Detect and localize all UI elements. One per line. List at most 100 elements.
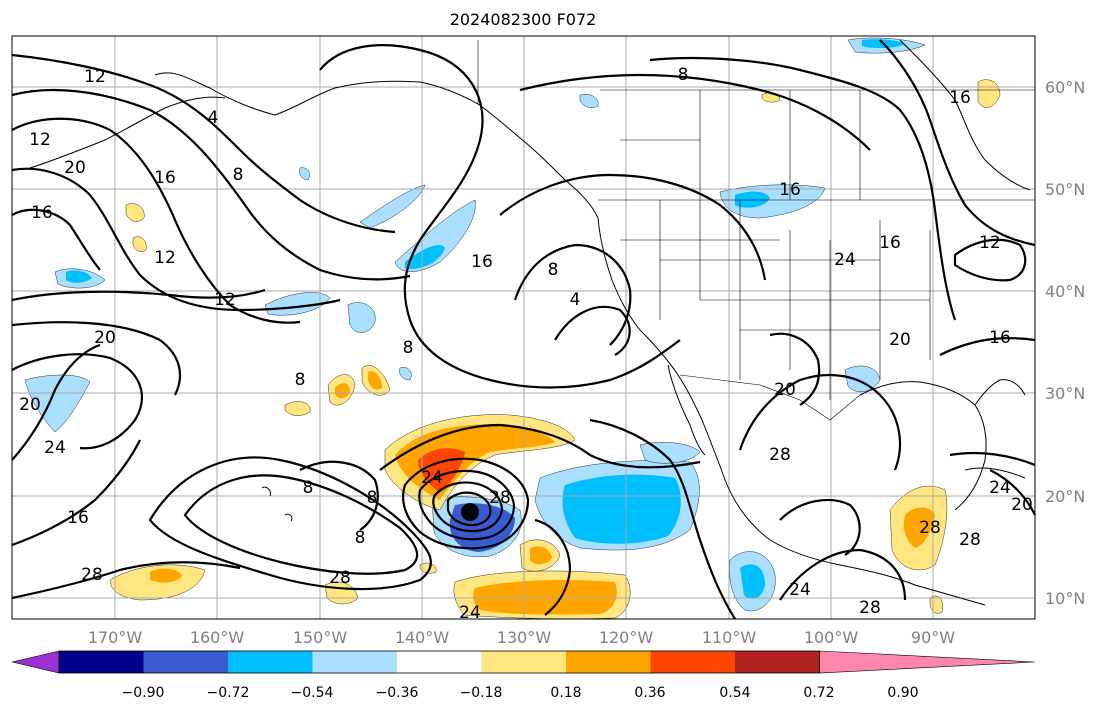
- contour-label: 8: [678, 65, 689, 85]
- contour-line: [299, 460, 379, 531]
- contour-line: [779, 498, 861, 556]
- contour-label: 12: [84, 67, 106, 87]
- contour-label: 20: [889, 330, 911, 350]
- colorbar-segment: [735, 651, 820, 673]
- coast-cuba: [964, 467, 1026, 479]
- shade-yellow-4: [109, 564, 206, 601]
- contour-line: [554, 305, 631, 356]
- contour-label: 12: [154, 248, 176, 268]
- contour-line: [949, 451, 1036, 467]
- shade-orange-4: [150, 568, 182, 583]
- contour-label: 24: [44, 438, 66, 458]
- contour-label: 24: [459, 603, 481, 623]
- colorbar-segment: [566, 651, 651, 673]
- cyclone-contour-4: [418, 469, 516, 541]
- colorbar-tick-label: 0.90: [887, 685, 918, 701]
- cyclone-contour-2: [183, 474, 419, 575]
- colorbar-outline: [58, 650, 820, 674]
- colorbar-extend-low: [11, 650, 60, 674]
- colorbar-segment: [59, 651, 144, 673]
- lat-label-40n: 40°N: [1045, 282, 1085, 301]
- cyclone-contour-1: [148, 456, 432, 591]
- lat-label-10n: 10°N: [1045, 589, 1085, 608]
- colorbar-segment: [650, 651, 736, 673]
- shade-blue-light-14: [579, 94, 599, 108]
- colorbar-tick-label: −0.90: [122, 685, 165, 701]
- contour-label: 16: [67, 508, 89, 528]
- colorbar-tick-labels: −0.90 −0.72 −0.54 −0.36 −0.18 0.18 0.36 …: [122, 685, 919, 701]
- colorbar-tick-label: −0.36: [376, 685, 419, 701]
- coast-baja: [667, 364, 706, 456]
- contour-label: 24: [834, 250, 856, 270]
- map-frame: [11, 35, 1036, 620]
- shade-blue-light-9: [24, 374, 91, 433]
- contour-label: 8: [233, 165, 244, 185]
- latitude-labels: 60°N 50°N 40°N 30°N 20°N 10°N: [1045, 78, 1085, 608]
- contour-label: 16: [949, 88, 971, 108]
- contour-line: [513, 243, 632, 346]
- lon-label-90w: 90°W: [911, 628, 955, 647]
- contour-label: 4: [570, 290, 581, 310]
- contour-label: 8: [295, 370, 306, 390]
- contour-label: 28: [959, 530, 981, 550]
- contour-label: 12: [979, 233, 1001, 253]
- contour-label: 20: [94, 328, 116, 348]
- contour-line: [534, 518, 572, 616]
- lon-label-130w: 130°W: [497, 628, 552, 647]
- contour-line: [11, 288, 266, 302]
- contour-label: 16: [779, 180, 801, 200]
- contour-lines: [11, 39, 1036, 620]
- cyclone-contour-3: [402, 457, 530, 550]
- shade-blue-1: [562, 474, 681, 544]
- contour-line: [11, 117, 301, 324]
- colorbar: [11, 650, 1036, 674]
- colorbar-extend-high: [819, 650, 1036, 674]
- storm-center-marker: [461, 503, 479, 521]
- contour-line: [11, 208, 101, 271]
- contour-label: 20: [19, 395, 41, 415]
- shade-blue-5: [405, 245, 445, 269]
- lon-label-100w: 100°W: [804, 628, 859, 647]
- cyclone-contour-5: [432, 481, 504, 533]
- colorbar-segment: [228, 651, 313, 673]
- lon-label-140w: 140°W: [395, 628, 450, 647]
- shade-blue-4: [735, 191, 770, 208]
- coastlines: [29, 39, 1031, 606]
- longitude-labels: 170°W 160°W 150°W 140°W 130°W 120°W 110°…: [88, 628, 955, 647]
- shade-blue-light-15: [299, 167, 310, 181]
- contour-label: 16: [879, 233, 901, 253]
- shade-blue-light-8: [347, 302, 376, 333]
- colorbar-segment: [312, 651, 398, 673]
- shade-yellow-10: [132, 236, 147, 252]
- cyclone-contour-6: [446, 491, 492, 527]
- contour-line: [779, 548, 907, 601]
- contour-label: 28: [769, 445, 791, 465]
- colorbar-segment: [481, 651, 567, 673]
- contour-line: [11, 439, 141, 547]
- lon-label-170w: 170°W: [88, 628, 143, 647]
- contour-line: [519, 73, 871, 151]
- colorbar-tick-label: −0.72: [207, 685, 250, 701]
- shade-blue-light-12: [844, 365, 881, 392]
- coast-hawaii: [261, 486, 293, 522]
- contour-label: 8: [367, 488, 378, 508]
- colorbar-segment: [397, 651, 482, 673]
- colorbar-tick-label: 0.18: [550, 685, 581, 701]
- contour-line: [879, 39, 1036, 247]
- lon-label-160w: 160°W: [190, 628, 245, 647]
- contour-line: [319, 44, 681, 389]
- contour-line: [769, 332, 821, 406]
- contour-line: [11, 53, 396, 234]
- shade-orange-6: [368, 371, 382, 390]
- contour-line: [11, 353, 143, 450]
- lat-label-30n: 30°N: [1045, 384, 1085, 403]
- contour-line: [379, 423, 701, 471]
- shade-orange-3: [530, 546, 552, 565]
- colorbar-tick-label: −0.18: [460, 685, 503, 701]
- contour-label: 20: [64, 158, 86, 178]
- contour-label: 20: [774, 380, 796, 400]
- lat-label-50n: 50°N: [1045, 180, 1085, 199]
- lon-label-110w: 110°W: [702, 628, 757, 647]
- lon-label-120w: 120°W: [599, 628, 654, 647]
- contour-label: 12: [214, 290, 236, 310]
